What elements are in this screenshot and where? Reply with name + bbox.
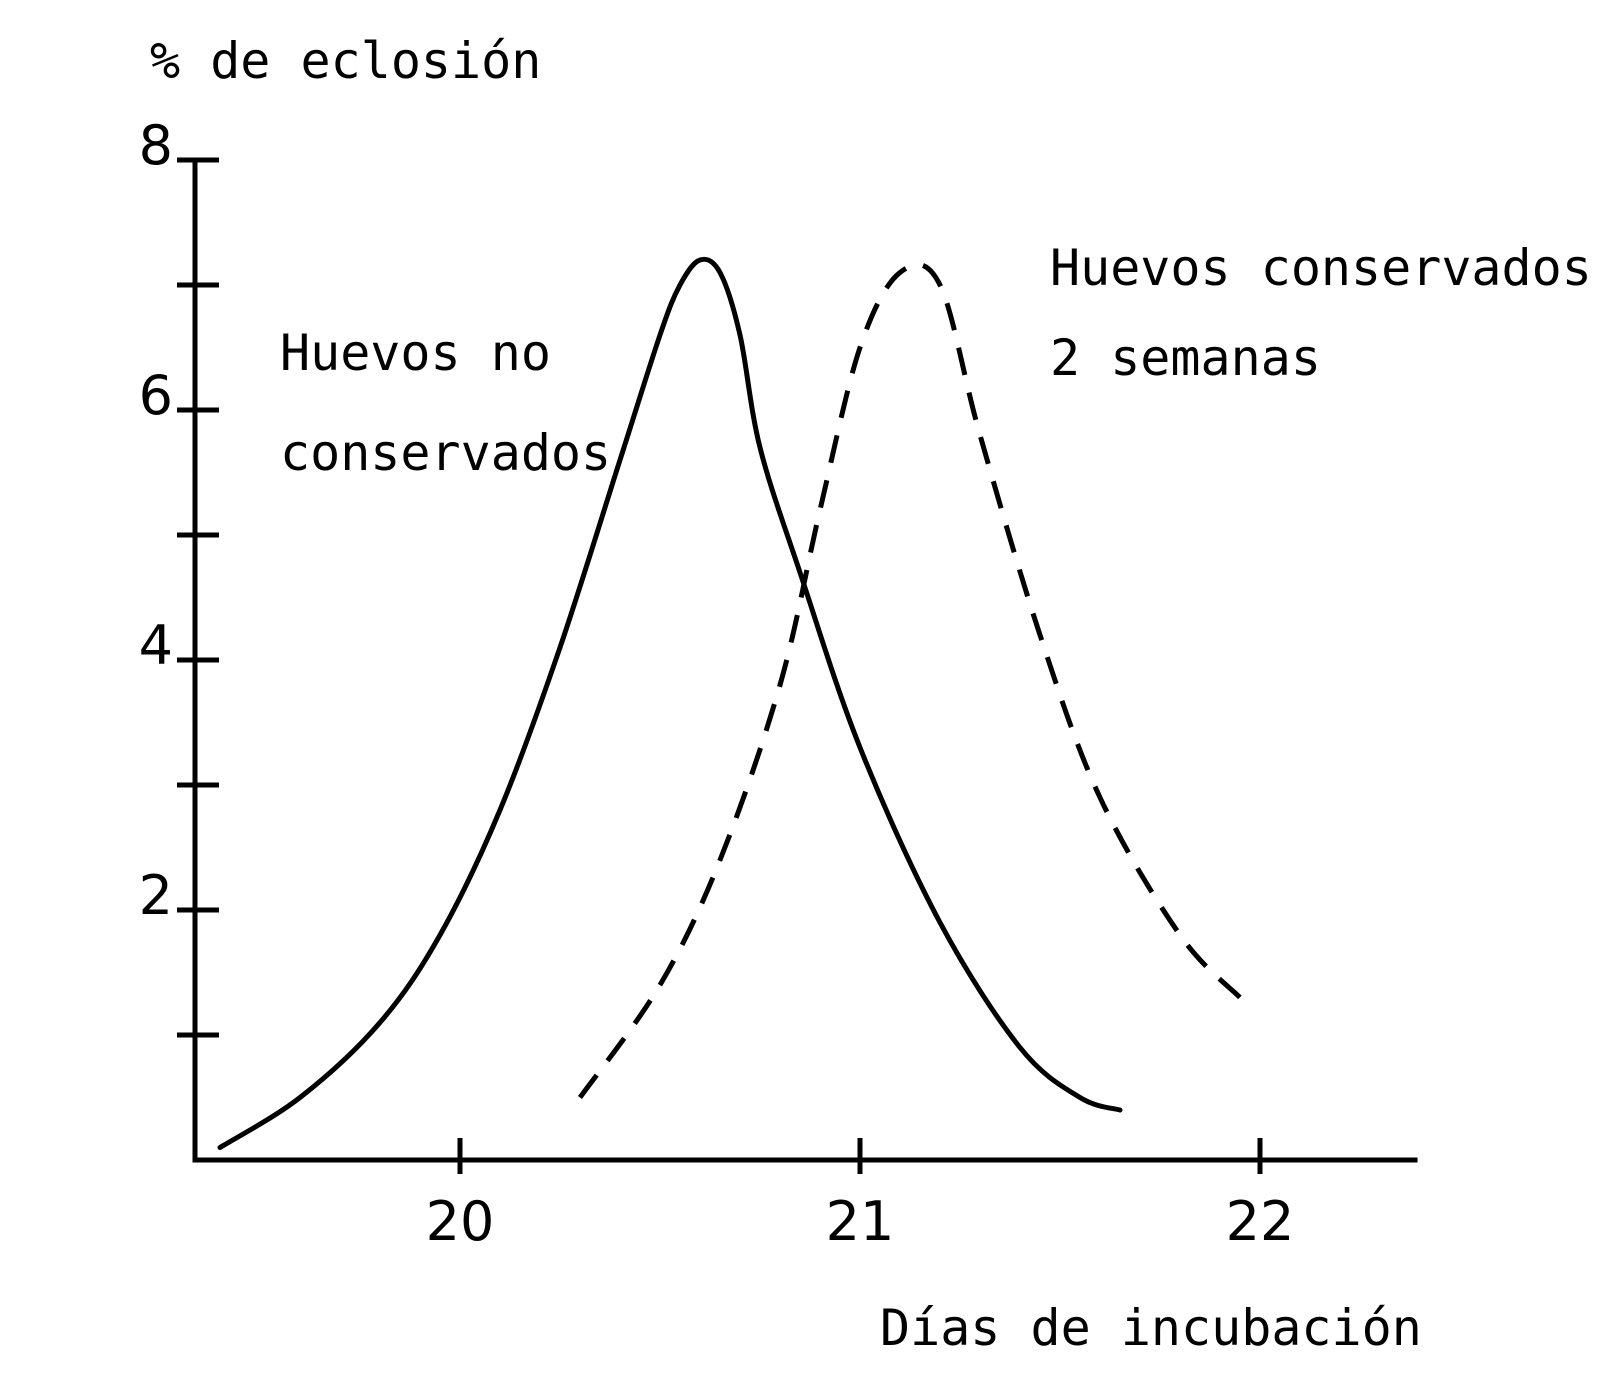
y-tick-label-4: 4: [139, 614, 173, 677]
x-tick-label-21: 21: [826, 1190, 895, 1253]
y-axis-title: % de eclosión: [150, 32, 541, 90]
tick-group: 2 4 6 8 20 21 22: [139, 114, 1295, 1253]
y-tick-label-6: 6: [139, 364, 173, 427]
y-tick-label-8: 8: [139, 114, 173, 177]
x-axis-title: Días de incubación: [880, 1299, 1422, 1357]
series-label-conservados-line2: 2 semanas: [1050, 329, 1321, 387]
series-line-conservados-2-semanas: [577, 262, 1242, 1099]
x-tick-label-22: 22: [1226, 1190, 1295, 1253]
y-tick-label-2: 2: [139, 864, 173, 927]
series-label-no-conservados-line2: conservados: [280, 424, 611, 482]
series-label-conservados-line1: Huevos conservados: [1050, 239, 1592, 297]
series-line-no-conservados: [217, 256, 1123, 1150]
x-tick-label-20: 20: [426, 1190, 495, 1253]
series-label-no-conservados-line1: Huevos no: [280, 324, 551, 382]
